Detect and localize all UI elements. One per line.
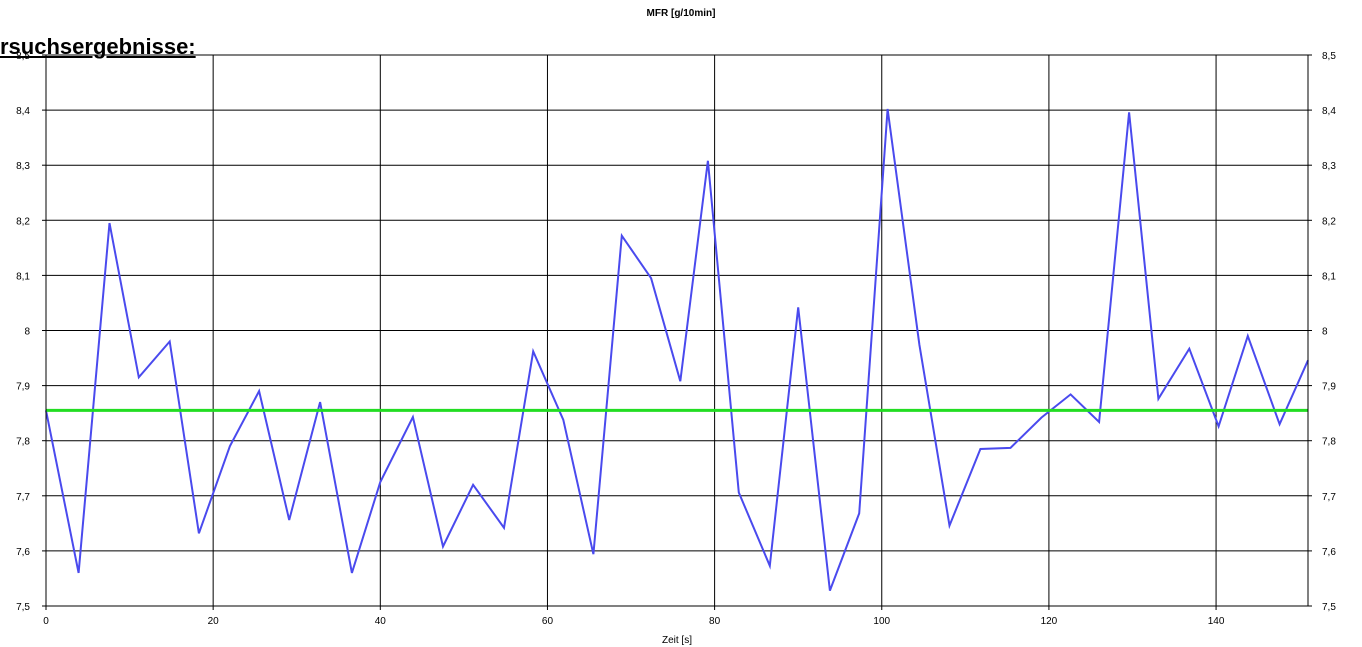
mfr-series-line (45, 108, 1309, 591)
y-tick-label-right: 8,4 (1322, 106, 1336, 117)
x-tick-label: 100 (873, 616, 890, 627)
y-tick-label-left: 8,1 (16, 271, 30, 282)
x-tick-label: 0 (43, 616, 49, 627)
y-tick-label-right: 8,3 (1322, 161, 1336, 172)
x-tick-label: 120 (1041, 616, 1058, 627)
series-layer (45, 108, 1309, 591)
x-tick-label: 20 (208, 616, 220, 627)
y-tick-label-right: 8,1 (1322, 271, 1336, 282)
y-tick-label-left: 7,7 (16, 492, 30, 503)
x-tick-label: 60 (542, 616, 554, 627)
y-tick-label-right: 8,5 (1322, 51, 1336, 62)
y-tick-label-left: 7,6 (16, 547, 30, 558)
y-tick-label-left: 8,5 (16, 51, 30, 62)
y-tick-label-left: 7,9 (16, 382, 30, 393)
labels-layer: 7,5 7,5 7,6 7,6 7,7 7,7 7,8 7,8 7,9 7,9 8 8 8,1 8,1 8,… (16, 51, 1336, 646)
y-tick-label-left: 8,2 (16, 216, 30, 227)
axes-layer (42, 54, 1312, 610)
chart-title: MFR [g/10min] (646, 8, 716, 19)
x-tick-label: 40 (375, 616, 387, 627)
grid-layer (46, 54, 1308, 607)
y-tick-label-right: 7,7 (1322, 492, 1336, 503)
y-tick-label-right: 7,6 (1322, 547, 1336, 558)
y-tick-label-right: 8 (1322, 327, 1328, 338)
y-tick-label-right: 7,9 (1322, 382, 1336, 393)
x-axis-label: Zeit [s] (662, 635, 692, 646)
y-tick-label-left: 7,5 (16, 602, 30, 613)
x-tick-label: 140 (1208, 616, 1225, 627)
y-tick-label-left: 8,4 (16, 106, 30, 117)
x-tick-label: 80 (709, 616, 721, 627)
y-tick-label-right: 7,5 (1322, 602, 1336, 613)
y-tick-label-right: 7,8 (1322, 437, 1336, 448)
y-tick-label-left: 8,3 (16, 161, 30, 172)
y-tick-label-left: 8 (24, 327, 30, 338)
y-tick-label-left: 7,8 (16, 437, 30, 448)
y-tick-label-right: 8,2 (1322, 216, 1336, 227)
